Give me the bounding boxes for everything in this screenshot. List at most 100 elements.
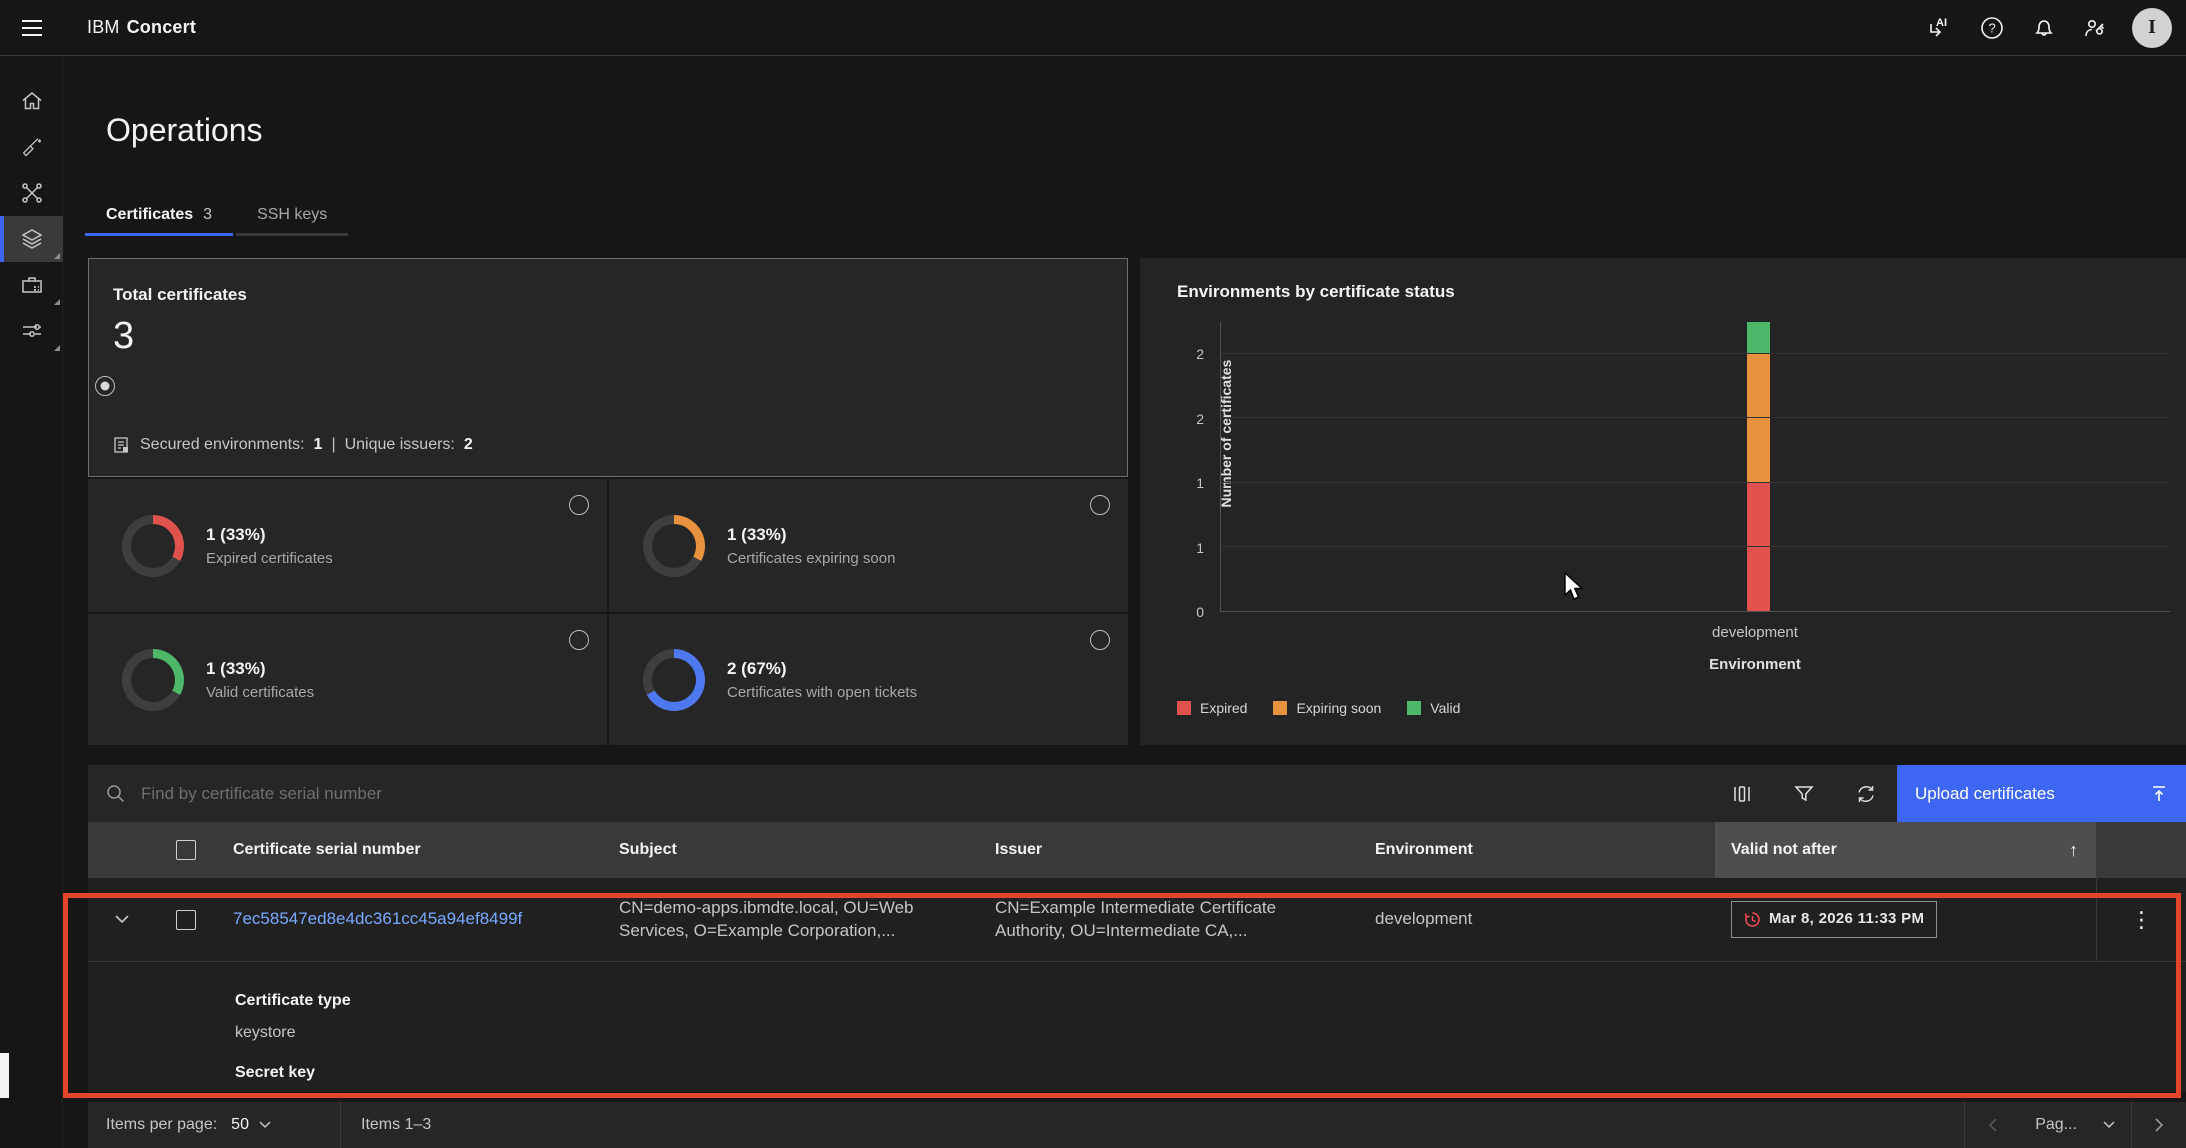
legend-item[interactable]: Valid xyxy=(1407,700,1460,716)
kebab-icon: ⋮ xyxy=(2130,906,2153,932)
items-per-page-select[interactable]: 50 xyxy=(231,1116,271,1134)
refresh-button[interactable] xyxy=(1835,765,1897,822)
search-icon xyxy=(107,785,125,803)
radio-valid[interactable] xyxy=(569,630,589,650)
secured-environments-label: Secured environments: xyxy=(140,436,305,453)
gridline xyxy=(1221,481,2170,483)
radio-expiring-soon[interactable] xyxy=(1090,495,1110,515)
secret-key-label: Secret key xyxy=(235,1064,316,1081)
search-input[interactable] xyxy=(141,783,741,804)
submenu-corner xyxy=(54,299,60,305)
chart-bar xyxy=(1747,322,1770,611)
sidebar-item-toolbox[interactable] xyxy=(0,262,63,308)
y-tick-label: 0 xyxy=(1196,604,1204,620)
legend-label: Expired xyxy=(1200,700,1248,716)
bar-segment-valid xyxy=(1747,322,1770,355)
tab-ssh-keys[interactable]: SSH keys xyxy=(236,196,349,236)
gridline xyxy=(1221,353,2170,355)
radio-expired[interactable] xyxy=(569,495,589,515)
sidebar-item-wizard[interactable] xyxy=(0,124,63,170)
tile-value: 1 (33%) xyxy=(206,524,266,544)
expiry-badge: Mar 8, 2026 11:33 PM xyxy=(1731,901,1938,938)
y-tick-label: 2 xyxy=(1196,346,1204,363)
filter-button[interactable] xyxy=(1773,765,1835,822)
expiry-date: Mar 8, 2026 11:33 PM xyxy=(1769,910,1925,928)
certificate-serial-link[interactable]: 7ec58547ed8e4dc361cc45a94ef8499f xyxy=(233,909,523,929)
ai-assistant-button[interactable]: AI xyxy=(1914,0,1966,56)
layers-icon xyxy=(20,229,43,249)
legend-item[interactable]: Expired xyxy=(1177,700,1247,716)
page-select[interactable]: Pag... xyxy=(2019,1116,2131,1134)
column-header-environment[interactable]: Environment xyxy=(1375,841,1473,858)
table-row[interactable]: 7ec58547ed8e4dc361cc45a94ef8499f CN=demo… xyxy=(88,878,2186,962)
next-page-button[interactable] xyxy=(2132,1102,2186,1148)
header-menu-spacer xyxy=(2096,822,2186,878)
tab-bar: Certificates 3 SSH keys xyxy=(85,196,351,236)
row-expanded-details: Certificate type keystore Secret key xyxy=(88,962,2186,1092)
row-expand-button[interactable] xyxy=(88,878,155,961)
legend-item[interactable]: Expiring soon xyxy=(1273,700,1381,716)
menu-hamburger-button[interactable] xyxy=(0,0,63,56)
environment-cell: development xyxy=(1375,909,1473,929)
left-sidebar xyxy=(0,56,63,1148)
brand-prefix: IBM xyxy=(87,17,120,37)
help-button[interactable]: ? xyxy=(1966,0,2018,56)
radio-open-tickets[interactable] xyxy=(1090,630,1110,650)
header-actions: AI ? I xyxy=(1914,0,2186,56)
brand-name: Concert xyxy=(126,17,197,37)
tab-label: SSH keys xyxy=(257,205,328,223)
ai-assistant-icon: AI xyxy=(1930,17,1947,37)
divider xyxy=(2131,1102,2132,1148)
stat-tile-expiring-soon[interactable]: 1 (33%) Certificates expiring soon xyxy=(609,479,1128,612)
upload-certificates-button[interactable]: Upload certificates xyxy=(1897,765,2186,822)
y-tick-label: 1 xyxy=(1196,475,1204,492)
submenu-corner xyxy=(54,253,60,259)
sidebar-item-network[interactable] xyxy=(0,170,63,216)
tile-caption: Certificates with open tickets xyxy=(727,683,918,701)
sidebar-item-operations[interactable] xyxy=(0,216,63,262)
brand: IBM Concert xyxy=(87,17,196,38)
column-header-subject[interactable]: Subject xyxy=(619,841,677,858)
x-axis-label: Environment xyxy=(1709,656,1801,673)
divider xyxy=(1964,1102,1966,1148)
chevron-right-icon xyxy=(2154,1118,2163,1132)
header-select-all[interactable] xyxy=(155,822,217,878)
y-tick-label: 2 xyxy=(1196,410,1204,427)
sidebar-item-settings[interactable] xyxy=(0,308,63,354)
sort-ascending-icon[interactable]: ↑ xyxy=(2069,839,2078,860)
card-title: Total certificates xyxy=(113,285,247,304)
stat-tile-valid[interactable]: 1 (33%) Valid certificates xyxy=(88,614,607,745)
notifications-button[interactable] xyxy=(2018,0,2070,56)
donut-expiring-soon xyxy=(643,514,705,577)
column-settings-button[interactable] xyxy=(1711,765,1773,822)
donut-open-tickets xyxy=(643,648,705,711)
search-box[interactable] xyxy=(88,765,1711,822)
tile-value: 2 (67%) xyxy=(727,658,787,678)
environments-chart-panel: Environments by certificate status Numbe… xyxy=(1140,258,2186,745)
radio-total-certificates[interactable] xyxy=(95,376,115,396)
tile-caption: Valid certificates xyxy=(206,683,315,701)
avatar[interactable]: I xyxy=(2132,7,2172,48)
sidebar-item-home[interactable] xyxy=(0,78,63,124)
y-tick-label: 1 xyxy=(1196,539,1204,556)
stat-tile-open-tickets[interactable]: 2 (67%) Certificates with open tickets xyxy=(609,614,1128,745)
column-header-serial[interactable]: Certificate serial number xyxy=(233,841,421,858)
tab-label: Certificates xyxy=(106,205,194,223)
total-certificates-card[interactable]: Total certificates 3 Secured environment… xyxy=(88,258,1128,477)
row-overflow-menu[interactable]: ⋮ xyxy=(2096,878,2186,961)
previous-page-button[interactable] xyxy=(1965,1102,2019,1148)
column-header-issuer[interactable]: Issuer xyxy=(995,841,1043,858)
items-per-page-label: Items per page: xyxy=(106,1116,218,1133)
tab-certificates[interactable]: Certificates 3 xyxy=(85,196,234,236)
access-management-button[interactable] xyxy=(2070,0,2122,56)
svg-text:AI: AI xyxy=(1936,17,1947,29)
column-header-valid-not-after[interactable]: Valid not after ↑ xyxy=(1715,822,2096,878)
tile-caption: Expired certificates xyxy=(206,549,333,567)
stat-tile-expired[interactable]: 1 (33%) Expired certificates xyxy=(88,479,607,612)
row-checkbox[interactable] xyxy=(176,909,196,930)
select-all-checkbox[interactable] xyxy=(176,840,196,860)
row-select[interactable] xyxy=(155,878,217,961)
network-icon xyxy=(21,183,42,203)
chart-title: Environments by certificate status xyxy=(1177,282,1455,301)
column-settings-icon xyxy=(1734,785,1750,802)
